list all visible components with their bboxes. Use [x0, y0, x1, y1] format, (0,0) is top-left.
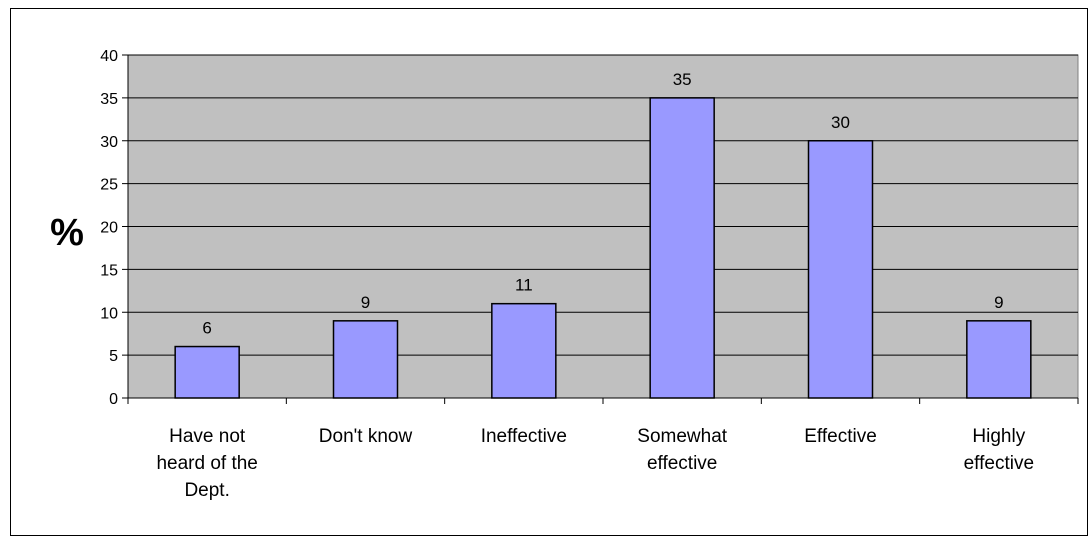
- data-label-1: 9: [361, 293, 370, 312]
- bar-1: [332, 320, 399, 399]
- category-label-3-line-1: effective: [647, 453, 717, 474]
- category-label-0-line-1: heard of the: [156, 453, 257, 474]
- category-label-0-line-2: Dept.: [184, 480, 229, 501]
- bar-3: [649, 97, 715, 399]
- bar-0: [174, 345, 240, 399]
- category-label-0-line-0: Have not: [169, 426, 246, 447]
- data-label-2: 11: [515, 276, 533, 295]
- category-label-3-line-0: Somewhat: [637, 426, 727, 447]
- bar-2: [491, 302, 557, 399]
- y-tick-label-20: 20: [100, 220, 118, 237]
- data-label-5: 9: [994, 293, 1003, 312]
- category-label-5-line-0: Highly: [972, 426, 1025, 447]
- category-label-4-line-0: Effective: [804, 426, 877, 447]
- data-label-4: 30: [831, 113, 850, 132]
- y-tick-label-15: 15: [100, 262, 118, 279]
- y-tick-label-10: 10: [100, 305, 118, 322]
- category-label-5-line-1: effective: [964, 453, 1034, 474]
- y-tick-label-40: 40: [100, 48, 118, 65]
- data-label-3: 35: [673, 70, 692, 89]
- y-tick-label-35: 35: [100, 91, 118, 108]
- y-tick-label-0: 0: [109, 391, 118, 408]
- y-tick-label-5: 5: [109, 348, 118, 365]
- category-label-1-line-0: Don't know: [319, 426, 413, 447]
- y-axis-title: %: [50, 212, 84, 254]
- y-tick-label-30: 30: [100, 134, 118, 151]
- bar-4: [807, 140, 874, 399]
- data-label-0: 6: [202, 319, 211, 338]
- bar-5: [966, 320, 1032, 399]
- category-label-2-line-0: Ineffective: [481, 426, 567, 447]
- y-tick-label-25: 25: [100, 177, 118, 194]
